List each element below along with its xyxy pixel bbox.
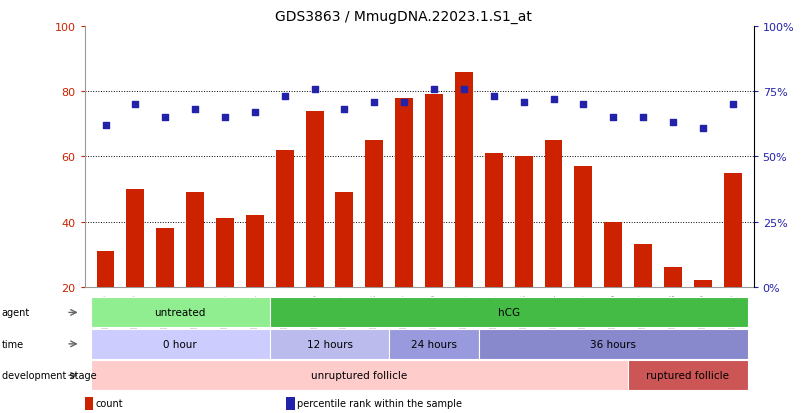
Bar xyxy=(186,193,204,287)
Point xyxy=(368,99,380,106)
Bar xyxy=(127,190,144,287)
Bar xyxy=(425,95,443,287)
Text: development stage: development stage xyxy=(2,370,96,380)
Point xyxy=(397,99,410,106)
Bar xyxy=(455,72,473,287)
Bar xyxy=(156,228,174,287)
Bar xyxy=(604,222,622,287)
Text: ruptured follicle: ruptured follicle xyxy=(646,370,729,380)
Point xyxy=(428,86,441,93)
Point xyxy=(189,107,202,114)
Point xyxy=(458,86,471,93)
Text: 24 hours: 24 hours xyxy=(411,339,457,349)
Point xyxy=(577,102,590,108)
Text: unruptured follicle: unruptured follicle xyxy=(311,370,408,380)
Point xyxy=(129,102,142,108)
Bar xyxy=(515,157,533,287)
Text: count: count xyxy=(96,399,123,408)
Bar xyxy=(485,154,503,287)
Point xyxy=(159,114,172,121)
Bar xyxy=(395,98,413,287)
Bar xyxy=(545,141,563,287)
Text: hCG: hCG xyxy=(497,308,520,318)
Text: agent: agent xyxy=(2,308,30,318)
Point xyxy=(248,109,261,116)
Bar xyxy=(276,150,293,287)
Point xyxy=(607,114,620,121)
Point xyxy=(218,114,231,121)
Point xyxy=(278,94,291,100)
Text: 12 hours: 12 hours xyxy=(306,339,352,349)
Bar xyxy=(724,173,742,287)
Text: 0 hour: 0 hour xyxy=(164,339,197,349)
Point xyxy=(517,99,530,106)
Bar xyxy=(335,193,353,287)
Point xyxy=(99,122,112,129)
Bar xyxy=(246,216,264,287)
Text: 36 hours: 36 hours xyxy=(590,339,636,349)
Text: untreated: untreated xyxy=(155,308,206,318)
Point xyxy=(308,86,321,93)
Point xyxy=(726,102,739,108)
Bar xyxy=(216,219,234,287)
Bar xyxy=(694,280,712,287)
Bar xyxy=(634,245,652,287)
Point xyxy=(696,125,709,132)
Bar xyxy=(575,167,592,287)
Bar xyxy=(97,251,114,287)
Text: percentile rank within the sample: percentile rank within the sample xyxy=(297,399,463,408)
Point xyxy=(547,96,560,103)
Text: time: time xyxy=(2,339,23,349)
Point xyxy=(637,114,650,121)
Text: GDS3863 / MmugDNA.22023.1.S1_at: GDS3863 / MmugDNA.22023.1.S1_at xyxy=(275,10,531,24)
Point xyxy=(338,107,351,114)
Bar xyxy=(305,112,323,287)
Bar xyxy=(365,141,384,287)
Point xyxy=(488,94,501,100)
Bar xyxy=(664,268,682,287)
Point xyxy=(667,120,679,126)
